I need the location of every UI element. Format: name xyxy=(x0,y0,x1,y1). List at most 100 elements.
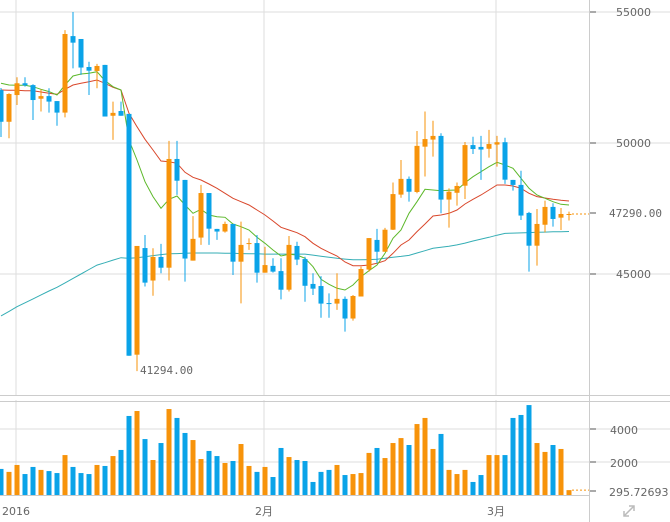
volume-bar xyxy=(494,455,500,495)
candle xyxy=(542,200,548,233)
candle xyxy=(510,179,516,191)
candle xyxy=(14,77,20,106)
volume-bar xyxy=(390,443,396,495)
candle xyxy=(166,140,172,281)
candle-body xyxy=(86,67,92,71)
volume-bar xyxy=(334,464,340,495)
volume-bar xyxy=(166,409,172,495)
candle-body xyxy=(358,269,364,297)
candle-body xyxy=(286,244,292,290)
candle-body xyxy=(254,243,260,273)
candle xyxy=(126,113,132,356)
candle xyxy=(558,207,564,230)
candle xyxy=(150,248,156,296)
candle-body xyxy=(278,271,284,290)
volume-bar xyxy=(542,451,548,495)
x-tick-mar: 3月 xyxy=(487,505,505,518)
candle xyxy=(422,111,428,177)
candle xyxy=(182,179,188,282)
candle xyxy=(78,38,84,75)
volume-bar xyxy=(14,464,20,495)
volume-bar xyxy=(182,432,188,495)
candle-body xyxy=(526,212,532,246)
candle-body xyxy=(206,193,212,229)
candle-body xyxy=(486,144,492,149)
candle-body xyxy=(478,146,484,150)
candle-body xyxy=(326,303,332,305)
candle-body xyxy=(246,243,252,245)
candle-body xyxy=(166,158,172,268)
volume-bar xyxy=(382,458,388,495)
candle xyxy=(350,294,356,321)
volume-bar xyxy=(54,473,60,495)
volume-bar xyxy=(518,414,524,495)
ma-long-line xyxy=(0,231,570,317)
candle xyxy=(94,63,100,89)
volume-bar xyxy=(462,469,468,495)
candle xyxy=(222,221,228,233)
volume-bars xyxy=(0,405,590,495)
candle xyxy=(550,203,556,227)
volume-bar xyxy=(70,466,76,495)
candle-body xyxy=(110,112,116,116)
candle-body xyxy=(318,286,324,304)
volume-bar xyxy=(438,433,444,495)
volume-bar xyxy=(294,460,300,495)
candle xyxy=(334,273,340,310)
candle xyxy=(254,234,260,283)
candle-body xyxy=(350,295,356,319)
candle-body xyxy=(462,145,468,186)
y-tick-50000: 50000 xyxy=(616,137,651,150)
candle xyxy=(22,77,28,87)
candle-body xyxy=(222,223,228,232)
candle xyxy=(198,184,204,245)
candle-body xyxy=(534,223,540,246)
volume-bar xyxy=(238,444,244,495)
candle xyxy=(374,228,380,264)
volume-bar xyxy=(326,469,332,495)
volume-bar xyxy=(526,405,532,495)
candle-body xyxy=(422,139,428,147)
candle xyxy=(38,89,44,112)
candle-body xyxy=(46,96,52,102)
volume-bar xyxy=(398,438,404,495)
candle xyxy=(238,221,244,304)
volume-bar xyxy=(22,474,28,495)
candle xyxy=(246,238,252,250)
volume-bar xyxy=(30,466,36,495)
expand-arrows-icon[interactable] xyxy=(623,505,635,517)
candle xyxy=(414,130,420,194)
volume-bar xyxy=(414,424,420,495)
candle xyxy=(494,135,500,167)
candle xyxy=(406,176,412,202)
candle-body xyxy=(22,83,28,86)
candle xyxy=(70,12,76,69)
candle-body xyxy=(518,184,524,216)
volume-bar xyxy=(510,417,516,495)
candle-body xyxy=(198,193,204,238)
volume-bar xyxy=(478,475,484,495)
candle-body xyxy=(542,206,548,225)
candle xyxy=(102,64,108,117)
vol-tick-2000: 2000 xyxy=(610,457,638,470)
candle-body xyxy=(558,213,564,218)
volume-bar xyxy=(134,411,140,495)
volume-bar xyxy=(470,481,476,495)
candle-body xyxy=(398,178,404,195)
volume-bar xyxy=(214,456,220,495)
volume-bar xyxy=(246,465,252,495)
candle-body xyxy=(182,179,188,259)
candle-body xyxy=(334,298,340,304)
candle-body xyxy=(566,213,572,215)
volume-bar xyxy=(486,455,492,495)
volume-bar xyxy=(430,448,436,495)
candle-body xyxy=(294,245,300,260)
volume-bar xyxy=(550,445,556,495)
candle xyxy=(30,84,36,120)
volume-bar xyxy=(534,443,540,495)
volume-bar xyxy=(174,417,180,495)
candle xyxy=(390,182,396,230)
y-tick-45000: 45000 xyxy=(616,268,651,281)
candle-body xyxy=(142,248,148,283)
